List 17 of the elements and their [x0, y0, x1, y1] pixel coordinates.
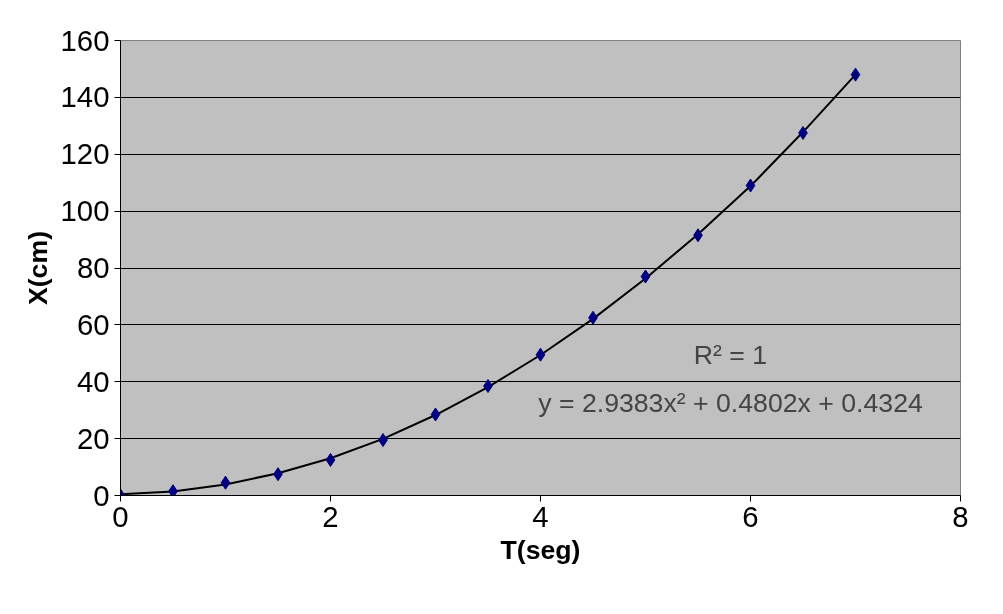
x-axis-title: T(seg) [500, 534, 581, 565]
y-tick-label: 40 [76, 364, 110, 398]
annotation: R² = 1 [693, 339, 768, 370]
x-tick-label: 2 [322, 499, 339, 533]
y-tick-label: 20 [76, 421, 110, 455]
y-tick-label: 120 [60, 137, 110, 171]
y-tick-label: 60 [76, 307, 110, 341]
x-tick-label: 8 [952, 499, 969, 533]
y-tick-label: 0 [93, 478, 110, 512]
annotation: y = 2.9383x² + 0.4802x + 0.4324 [538, 387, 923, 418]
y-axis-title: X(cm) [22, 230, 53, 306]
x-tick-label: 4 [532, 499, 549, 533]
y-tick-label: 140 [60, 80, 110, 114]
y-tick-label: 160 [60, 23, 110, 57]
x-tick-label: 6 [742, 499, 759, 533]
y-tick-label: 100 [60, 194, 110, 228]
y-tick-label: 80 [76, 251, 110, 284]
